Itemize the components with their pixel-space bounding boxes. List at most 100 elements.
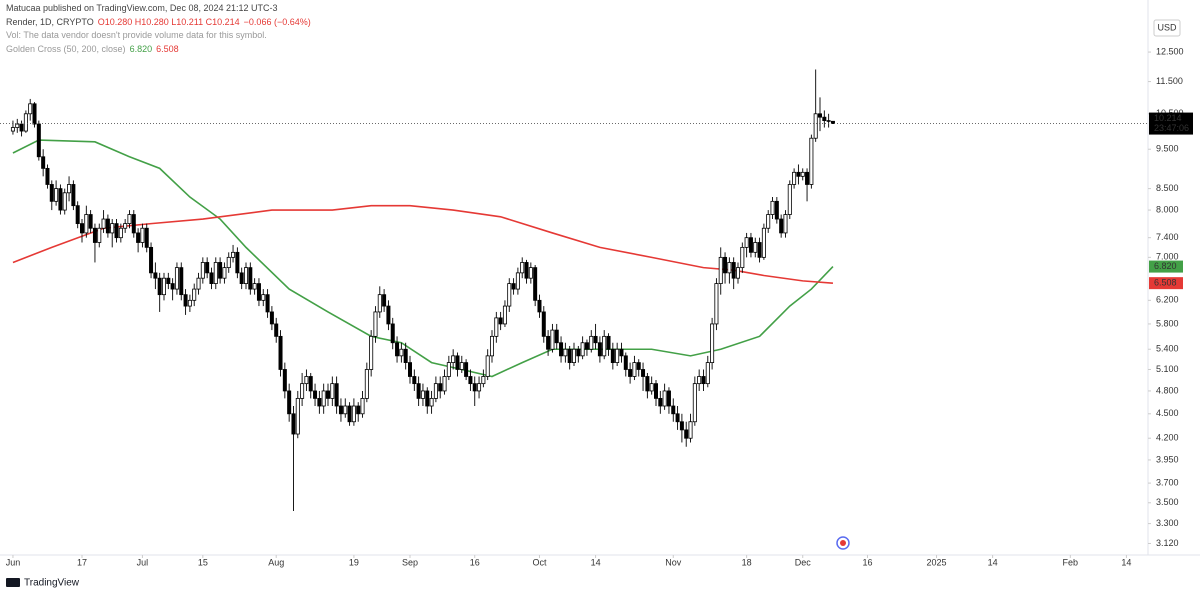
candle-body: [459, 362, 464, 370]
candle-body: [477, 383, 482, 392]
candle-body: [740, 246, 745, 269]
candle-body: [770, 200, 775, 215]
candle-body: [420, 390, 425, 399]
candle-body: [826, 120, 831, 122]
candle-body: [399, 348, 404, 357]
symbol-line: Render, 1D, CRYPTO O10.280 H10.280 L10.21…: [6, 16, 315, 30]
candle-body: [537, 299, 542, 313]
candle-body: [80, 223, 85, 234]
candle-body: [10, 127, 15, 132]
publisher: Matucaa published on TradingView.com, De…: [6, 3, 278, 13]
candle-body: [347, 405, 352, 423]
candle-body: [830, 120, 835, 124]
x-tick-label: Nov: [665, 557, 682, 567]
candle-body: [589, 335, 594, 350]
candle-body: [507, 283, 512, 307]
candle-body: [679, 421, 684, 431]
candle-body: [541, 311, 546, 337]
candle-body: [32, 103, 37, 125]
candle-body: [114, 223, 119, 239]
currency[interactable]: USD: [1157, 22, 1177, 32]
candle-body: [697, 376, 702, 385]
candle-body: [528, 267, 533, 279]
y-tick-label: 8.500: [1156, 183, 1179, 193]
candle-body: [736, 267, 741, 279]
candle-body: [19, 123, 24, 132]
candle-body: [304, 376, 309, 385]
candle-body: [123, 223, 128, 229]
candle-body: [140, 227, 145, 243]
candle-body: [412, 376, 417, 385]
candle-body: [572, 348, 577, 364]
candle-body: [805, 171, 810, 185]
candle-body: [239, 272, 244, 284]
x-tick-label: 17: [77, 557, 87, 567]
x-tick-label: Sep: [402, 557, 418, 567]
candle-body: [67, 184, 72, 194]
candle-body: [701, 376, 706, 385]
volume-note: Vol: The data vendor doesn't provide vol…: [6, 30, 267, 40]
candle-body: [684, 429, 689, 439]
candle-body: [606, 335, 611, 350]
candle-body: [615, 348, 620, 364]
candle-body: [28, 103, 33, 115]
ma-value-box: [1149, 260, 1183, 273]
candle-body: [533, 267, 538, 301]
candle-body: [92, 227, 97, 243]
candle-body: [489, 335, 494, 357]
candle-body: [41, 156, 46, 169]
candle-body: [213, 262, 218, 284]
y-tick-label: 4.500: [1156, 408, 1179, 418]
y-tick-label: 7.000: [1156, 252, 1179, 262]
candle-body: [235, 251, 240, 274]
axes: 12.50011.50010.5009.5008.5008.0007.4007.…: [6, 46, 1193, 567]
candle-body: [455, 355, 460, 370]
y-tick-label: 9.500: [1156, 144, 1179, 154]
candle-body: [692, 383, 697, 423]
candle-body: [382, 294, 387, 307]
y-tick-label: 3.120: [1156, 538, 1179, 548]
symbol: Render, 1D, CRYPTO: [6, 16, 94, 27]
candle-body: [390, 323, 395, 344]
candle-body: [524, 262, 529, 279]
ma-value-box: [1149, 277, 1183, 290]
x-tick-label: Jun: [6, 557, 21, 567]
candle-body: [485, 355, 490, 377]
y-tick-label: 5.100: [1156, 364, 1179, 374]
candle-body: [88, 214, 93, 229]
volume-line: Vol: The data vendor doesn't provide vol…: [6, 29, 315, 43]
candle-body: [71, 184, 76, 207]
candle-body: [416, 383, 421, 399]
candle-body: [291, 413, 296, 435]
x-tick-label: 16: [862, 557, 872, 567]
candle-body: [425, 390, 430, 407]
candle-body: [118, 227, 123, 239]
candle-body: [818, 113, 823, 118]
candle-body: [822, 116, 827, 122]
candle-body: [274, 323, 279, 337]
currency-box[interactable]: [1153, 19, 1181, 37]
candle-body: [205, 262, 210, 274]
candle-body: [313, 390, 318, 399]
candle-body: [783, 214, 788, 234]
x-tick-label: Dec: [795, 557, 812, 567]
y-tick-label: 7.400: [1156, 232, 1179, 242]
y-tick-label: 12.500: [1156, 46, 1184, 56]
candle-body: [179, 267, 184, 296]
candle-body: [429, 397, 434, 407]
candle-body: [54, 188, 59, 202]
candle-body: [58, 188, 63, 211]
candle-body: [62, 192, 67, 211]
y-tick-label: 3.700: [1156, 477, 1179, 487]
candle-body: [761, 227, 766, 258]
candle-body: [330, 383, 335, 399]
candle-body: [597, 342, 602, 357]
candle-body: [395, 342, 400, 357]
candle-body: [779, 218, 784, 234]
candle-body: [446, 362, 451, 377]
candle-body: [75, 205, 80, 225]
event-icon-dot: [840, 540, 846, 546]
candle-body: [149, 246, 154, 274]
candle-body: [494, 317, 499, 337]
